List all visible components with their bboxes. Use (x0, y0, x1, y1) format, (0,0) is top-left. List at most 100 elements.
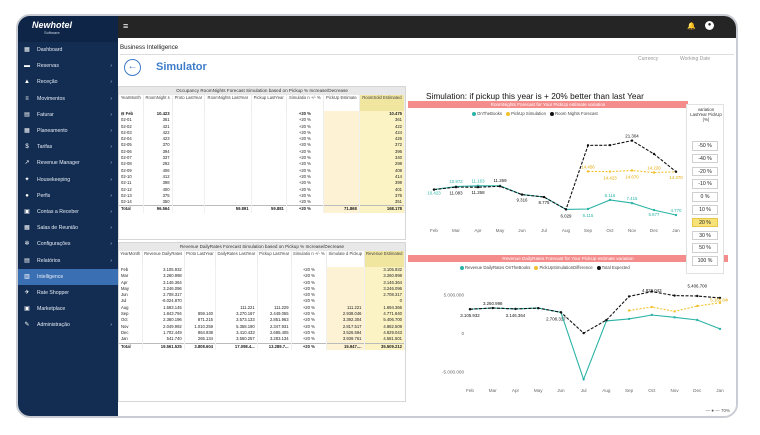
sidebar-item-perfis[interactable]: ● Perfis › (18, 188, 118, 204)
back-button[interactable]: ← (124, 59, 141, 76)
variation-option[interactable]: 20 % (692, 217, 718, 228)
table-row[interactable]: 02-01 361 +20 % 361 (119, 117, 405, 124)
column-header[interactable]: PickUp Estimate (323, 95, 360, 111)
variation-option[interactable]: 50 % (692, 243, 718, 253)
table-row[interactable]: 02-14 350 +20 % 351 (119, 199, 405, 206)
column-header[interactable]: Revenue DailyRates (142, 251, 185, 267)
bell-icon[interactable]: 🔔 (687, 23, 696, 30)
table-row[interactable]: ⊟ Feb 10.423 +20 % 10.475 (119, 111, 405, 118)
app-logo[interactable]: Newhotel Software (18, 16, 118, 42)
column-header[interactable]: Simulate d Pickup (326, 251, 365, 267)
variation-option[interactable]: 30 % (692, 230, 718, 241)
table-row[interactable]: Aug 1.583.145 111.221 111.229 +20 % 111.221 1.… (119, 304, 405, 312)
sidebar-item-marketplace[interactable]: ▣ Marketplace (18, 301, 118, 317)
table-cell: Sep (119, 311, 143, 318)
variation-option[interactable]: -40 % (692, 153, 718, 164)
column-header[interactable]: Proto LastYear (172, 95, 206, 111)
table-row[interactable]: Sep 1.843.794 859.140 3.270.167 2.449.055 +20… (119, 311, 405, 318)
table-cell: 422 (359, 123, 405, 130)
table-row[interactable]: 02-12 400 +20 % 401 (119, 186, 405, 193)
table-row[interactable]: 02-05 370 +20 % 372 (119, 142, 405, 149)
column-header[interactable]: YearMonth (119, 251, 143, 267)
table-row[interactable]: 02-13 375 +20 % 376 (119, 192, 405, 200)
menu-icon[interactable]: ≡ (123, 21, 129, 31)
column-header[interactable]: RoomSold Estimated (359, 95, 405, 111)
sidebar-item-tarifas[interactable]: $ Tarifas › (18, 139, 118, 155)
column-header[interactable]: Simulatio n +/- % (291, 251, 328, 267)
table-row[interactable]: 02-11 398 +20 % 399 (119, 180, 405, 187)
legend-label[interactable]: Room Nights Forecast (554, 111, 598, 116)
table-cell: 1.843.794 (142, 311, 185, 318)
currency-label[interactable]: Currency (638, 56, 659, 62)
variation-option[interactable]: -50 % (692, 141, 718, 151)
zoom-level[interactable]: — ● — 70% (705, 408, 731, 413)
legend-label[interactable]: PickUpSimulationDifference (539, 265, 593, 270)
table-row[interactable]: Dec 1.702.449 864.938 3.410.433 2.685.405 +20… (119, 329, 405, 337)
column-header[interactable]: Pickup LastYear (257, 251, 292, 267)
working-date-label[interactable]: Working Date (680, 56, 711, 62)
table-row[interactable]: Nov 2.049.992 1.010.259 5.358.190 2.347.931 +… (119, 323, 405, 330)
legend-label[interactable]: PickUp Simulation (511, 111, 546, 116)
column-header[interactable]: YearMonth (119, 95, 144, 111)
table-row[interactable]: 02-07 337 +20 % 340 (119, 155, 405, 162)
sidebar-item-reservas[interactable]: ▬ Reservas › (18, 58, 118, 74)
table-row[interactable]: Jul -6.024.870 +20 % 0 (119, 298, 405, 305)
table-row[interactable]: Feb 3.105.932 +20 % 3.105.932 (119, 267, 405, 274)
table-row[interactable]: 02-06 394 +20 % 396 (119, 148, 405, 156)
table-row[interactable]: 02-04 423 +20 % 426 (119, 136, 405, 143)
table-cell: Mar (119, 273, 143, 280)
sidebar-item-planeamento[interactable]: ▦ Planeamento › (18, 123, 118, 139)
sidebar-item-dashboard[interactable]: ▦ Dashboard (18, 42, 118, 58)
table-cell: 401 (359, 186, 405, 193)
sidebar-item-revenue-manager[interactable]: ↗ Revenue Manager › (18, 155, 118, 171)
table-row[interactable]: Oct 2.360.196 871.215 3.573.133 2.851.963 +20… (119, 317, 405, 324)
column-header[interactable]: Pickup LastYear (251, 95, 287, 111)
sidebar-item-configura-es[interactable]: ✲ Configurações › (18, 236, 118, 252)
table-cell: 361 (359, 117, 405, 124)
table-cell: 340 (359, 155, 405, 162)
column-header[interactable]: Simulatio n +/- % (286, 95, 324, 111)
user-icon[interactable]: ● (705, 21, 714, 30)
sidebar-item-salas-de-reuni-o[interactable]: ▦ Salas de Reunião › (18, 220, 118, 236)
column-header[interactable]: DailyRates LastYear (215, 251, 258, 267)
table-row[interactable]: Apr 3.146.364 +20 % 3.146.364 (119, 279, 405, 286)
table-row[interactable]: 02-10 412 +20 % 414 (119, 173, 405, 181)
variation-option[interactable]: -10 % (692, 179, 718, 189)
table-row[interactable]: May 3.246.096 +20 % 3.246.096 (119, 285, 405, 293)
variation-option[interactable]: -20 % (692, 166, 718, 177)
legend-label[interactable]: Total Expected (601, 265, 630, 270)
table-row[interactable]: 02-09 406 +20 % 408 (119, 167, 405, 174)
sidebar-item-relat-rios[interactable]: ▤ Relatórios › (18, 252, 118, 268)
sidebar-item-housekeeping[interactable]: ✦ Housekeeping › (18, 172, 118, 188)
table-row[interactable]: 02-08 292 +20 % 298 (119, 161, 405, 168)
table-row[interactable]: 02-02 421 +20 % 422 (119, 123, 405, 130)
zoom-slider[interactable]: — ● — (705, 408, 720, 413)
total-row[interactable]: Total 19.561.525 3.808.604 17.098.4... 13.28… (119, 342, 405, 350)
table-cell (204, 161, 252, 168)
sidebar-item-rece-o[interactable]: ▲ Receção › (18, 74, 118, 90)
sidebar-item-faturar[interactable]: ▤ Faturar › (18, 107, 118, 123)
table-row[interactable]: Mar 3.260.998 +20 % 3.260.998 (119, 273, 405, 280)
sidebar-item-movimentos[interactable]: ≡ Movimentos › (18, 91, 118, 107)
legend-label[interactable]: OnTheBooks (477, 111, 503, 116)
column-header[interactable]: RoomNight s (143, 95, 173, 111)
sidebar-item-contas-a-receber[interactable]: ▣ Contas a Receber › (18, 204, 118, 220)
dashboard-icon: ▦ (24, 47, 30, 54)
column-header[interactable]: RoomNights LastYear (204, 95, 252, 111)
column-header[interactable]: Revenue Estimated (364, 251, 405, 267)
table-row[interactable]: Jun 2.708.317 +20 % 2.708.317 (119, 292, 405, 299)
table-cell: +20 % (291, 267, 328, 274)
table-row[interactable]: Jan 541.740 265.134 3.550.257 3.283.134 +20 %… (119, 336, 405, 344)
variation-option[interactable]: 0 % (692, 192, 718, 202)
total-row[interactable]: Total 96.564 59.891 59.881 +20 % 71.868 168.17… (119, 205, 405, 213)
sidebar-item-intelligence[interactable]: ▥ Intelligence (18, 268, 118, 285)
sidebar-item-administra-o[interactable]: ✎ Administração › (18, 317, 118, 333)
variation-option[interactable]: 10 % (692, 205, 718, 215)
sidebar-item-label: Reservas (37, 63, 59, 70)
legend-label[interactable]: Revenue DailyRates OnTheBooks (465, 265, 531, 270)
column-header[interactable]: Proto LastYear (184, 251, 217, 267)
table-row[interactable]: 02-03 422 +20 % 424 (119, 129, 405, 137)
variation-option[interactable]: 100 % (692, 256, 718, 266)
sidebar-item-rate-shopper[interactable]: ✈ Rate Shopper (18, 285, 118, 301)
table-cell: 399 (359, 180, 405, 187)
